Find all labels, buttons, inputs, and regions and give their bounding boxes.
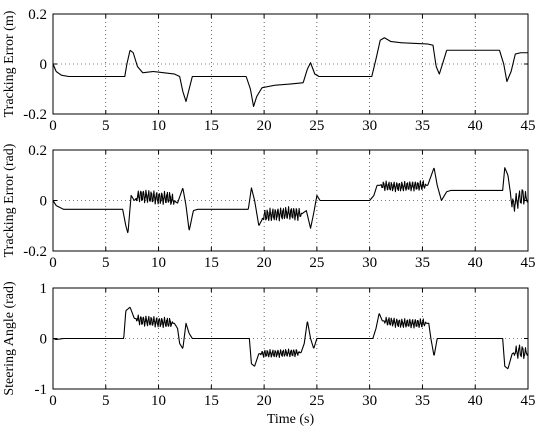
y-tick-label: 1 [40, 281, 48, 297]
y-tick-label: -0.2 [23, 107, 47, 123]
x-tick-label: 15 [204, 393, 219, 409]
x-tick-label: 30 [362, 255, 377, 271]
x-tick-label: 0 [49, 118, 57, 134]
x-tick-label: 45 [521, 255, 536, 271]
x-tick-label: 45 [521, 393, 536, 409]
axes-frame [52, 149, 529, 252]
x-tick-label: 25 [309, 255, 324, 271]
x-tick-label: 25 [309, 393, 324, 409]
y-tick-label: 0.2 [28, 7, 47, 23]
series-line [52, 37, 529, 108]
y-axis-label: Tracking Error (rad) [2, 143, 17, 257]
x-tick-label: 40 [468, 255, 483, 271]
y-tick-label: -0.2 [23, 244, 47, 260]
y-axis-label: Steering Angle (rad) [2, 281, 17, 396]
x-tick-label: 30 [362, 393, 377, 409]
series-line [52, 167, 529, 234]
axes-frame [52, 13, 529, 115]
x-tick-label: 5 [102, 255, 110, 271]
x-tick-label: 40 [468, 393, 483, 409]
x-tick-label: 20 [257, 393, 272, 409]
x-tick-label: 25 [309, 118, 324, 134]
x-tick-label: 10 [151, 118, 166, 134]
x-tick-label: 20 [257, 255, 272, 271]
x-tick-label: 35 [415, 255, 430, 271]
x-tick-label: 35 [415, 393, 430, 409]
y-tick-label: 0 [40, 194, 48, 210]
series-line [52, 306, 529, 370]
y-axis-label: Tracking Error (m) [2, 10, 17, 117]
x-tick-label: 5 [102, 393, 110, 409]
y-tick-label: -1 [35, 382, 48, 398]
x-axis-label: Time (s) [267, 412, 315, 427]
x-tick-label: 15 [204, 118, 219, 134]
x-tick-label: 10 [151, 255, 166, 271]
x-tick-label: 5 [102, 118, 110, 134]
y-tick-label: 0 [40, 57, 48, 73]
x-tick-label: 0 [49, 393, 57, 409]
x-tick-label: 45 [521, 118, 536, 134]
y-tick-label: 0.2 [28, 143, 47, 159]
x-tick-label: 15 [204, 255, 219, 271]
y-tick-label: 0 [40, 332, 48, 348]
x-tick-label: 40 [468, 118, 483, 134]
x-tick-label: 0 [49, 255, 57, 271]
x-tick-label: 10 [151, 393, 166, 409]
x-tick-label: 20 [257, 118, 272, 134]
x-tick-label: 35 [415, 118, 430, 134]
x-tick-label: 30 [362, 118, 377, 134]
